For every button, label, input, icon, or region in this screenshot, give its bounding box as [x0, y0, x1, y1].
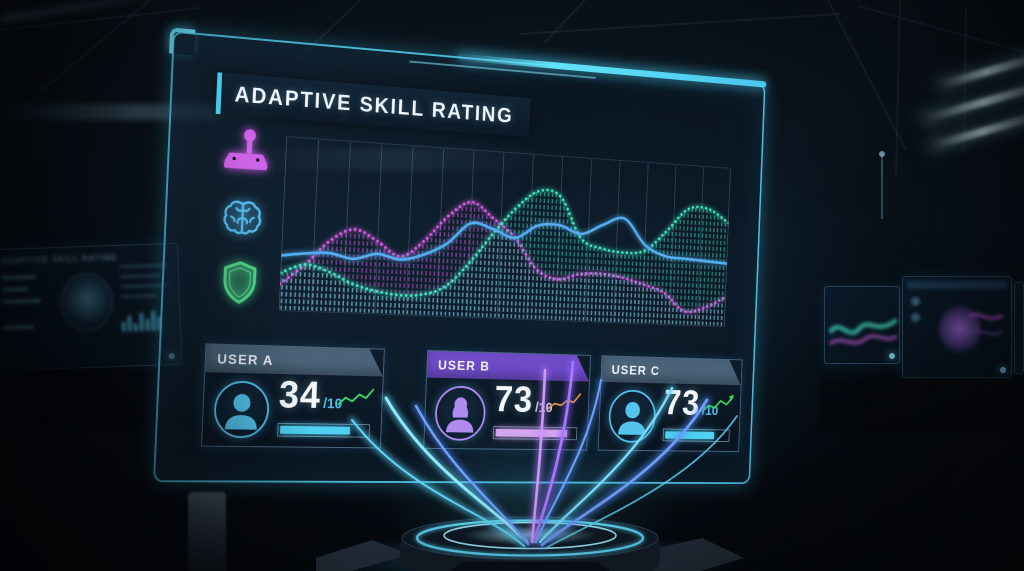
user-card-header: USER C [601, 356, 741, 385]
brain-icon[interactable] [218, 193, 267, 245]
shield-icon[interactable] [215, 257, 264, 308]
user-card-c[interactable]: USER C 73 /10 [597, 355, 743, 452]
floor-device [188, 492, 226, 571]
user-label: USER A [216, 350, 274, 368]
skill-wave-chart-area [279, 135, 731, 329]
background-monitor-left: ADAPTIVE SKILL RATING [0, 242, 183, 372]
trend-sparkline [699, 394, 736, 415]
background-monitor-content: ADAPTIVE SKILL RATING [0, 248, 177, 366]
adaptive-skill-rating-panel: ADAPTIVE SKILL RATING [152, 27, 767, 485]
panel-title-text: ADAPTIVE SKILL RATING [234, 81, 514, 128]
score-value: 73 [663, 383, 701, 423]
progress-fill [665, 431, 714, 440]
background-monitor-graphic [59, 272, 114, 332]
background-monitor-right-3 [1014, 282, 1024, 374]
avatar [607, 389, 657, 443]
progress-fill [280, 425, 351, 435]
panel-corner-bracket [169, 27, 196, 56]
user-label: USER B [437, 356, 491, 374]
trend-sparkline [545, 390, 584, 413]
user-label: USER C [611, 361, 661, 378]
user-card-header: USER B [427, 351, 590, 382]
wall-antenna [879, 151, 885, 219]
score-value: 73 [493, 379, 534, 421]
joystick-icon[interactable] [221, 124, 270, 176]
progress-bar [492, 426, 578, 441]
background-monitor-barchart [121, 310, 162, 332]
score-value: 34 [278, 373, 322, 417]
background-monitor-right-2 [902, 276, 1012, 378]
trend-sparkline [335, 385, 377, 409]
progress-fill [495, 428, 567, 438]
skill-wave-chart [279, 135, 731, 329]
progress-bar [277, 422, 371, 438]
avatar [212, 380, 271, 439]
user-card-header: USER A [205, 344, 384, 376]
user-card-b[interactable]: USER B 73 /10 [423, 350, 591, 451]
avatar [434, 385, 487, 441]
user-card-a[interactable]: USER A 34 /10 [201, 343, 385, 449]
background-monitor-title: ADAPTIVE SKILL RATING [1, 252, 118, 266]
progress-bar [662, 428, 730, 443]
